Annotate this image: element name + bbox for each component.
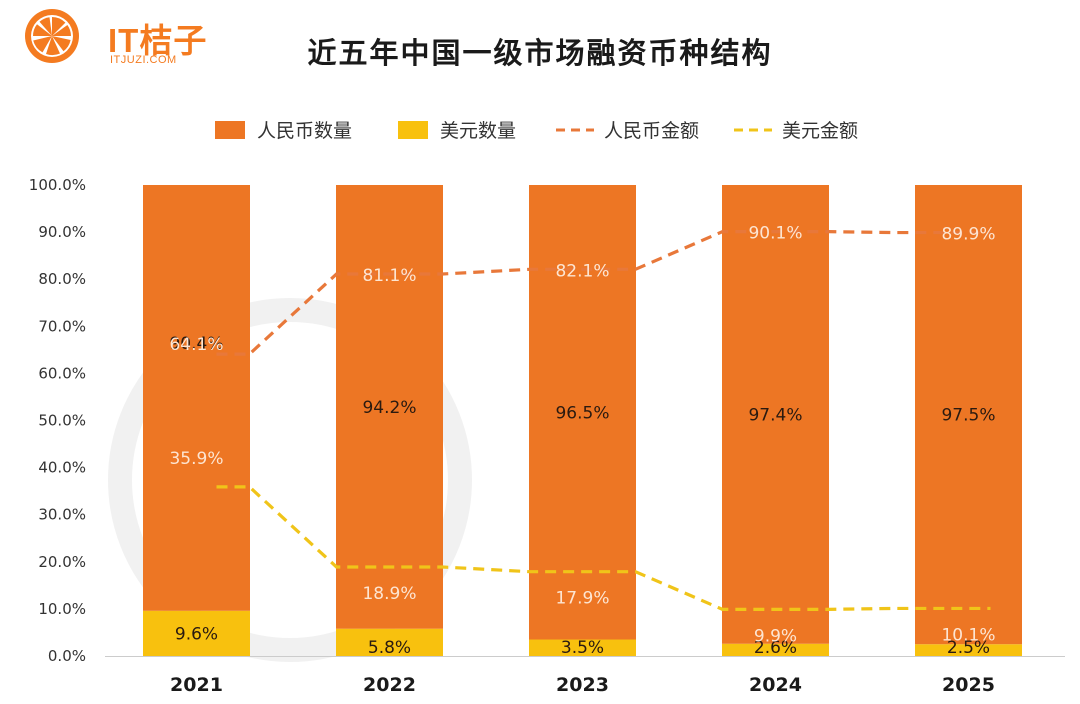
label-rmb-count: 94.2%	[362, 398, 416, 418]
line-usd-amount	[216, 485, 991, 611]
label-rmb-amount: 64.1%	[169, 335, 223, 355]
bar-usd-count	[722, 643, 829, 656]
brand-logo: IT桔子 ITJUZI.COM	[22, 6, 206, 66]
label-rmb-amount: 89.9%	[941, 225, 995, 245]
legend-label: 美元金额	[782, 120, 858, 142]
label-usd-count: 3.5%	[561, 638, 604, 658]
bar-rmb-count	[529, 185, 636, 640]
label-usd-amount: 35.9%	[169, 449, 223, 469]
x-tick-label: 2024	[749, 674, 802, 696]
legend-label: 人民币金额	[604, 120, 699, 142]
label-rmb-amount: 82.1%	[555, 261, 609, 281]
y-axis: 0.0% 10.0% 20.0% 30.0% 40.0% 50.0% 60.0% 70.0% 8…	[29, 176, 1065, 665]
y-tick-label: 50.0%	[38, 412, 86, 430]
x-tick-label: 2021	[170, 674, 223, 696]
line-rmb-amount	[216, 230, 991, 356]
label-rmb-count: 96.5%	[555, 403, 609, 423]
label-rmb-count: 97.4%	[748, 405, 802, 425]
legend-swatch	[398, 121, 428, 139]
bar-usd-count	[336, 628, 443, 656]
y-tick-label: 20.0%	[38, 553, 86, 571]
label-usd-count: 2.5%	[947, 638, 990, 658]
label-usd-amount: 18.9%	[362, 584, 416, 604]
label-usd-amount: 10.1%	[941, 625, 995, 645]
y-tick-label: 0.0%	[48, 647, 86, 665]
orange-logo-icon	[25, 9, 79, 63]
bar-usd-count	[529, 639, 636, 656]
label-usd-amount: 17.9%	[555, 589, 609, 609]
logo-text: IT桔子	[108, 22, 208, 59]
label-rmb-amount: 90.1%	[748, 224, 802, 244]
y-tick-label: 70.0%	[38, 317, 86, 335]
label-rmb-count: 97.5%	[941, 406, 995, 426]
y-tick-label: 100.0%	[29, 176, 86, 194]
legend-swatch	[215, 121, 245, 139]
bar-rmb-count	[143, 185, 250, 611]
bar-usd-count	[143, 610, 250, 656]
x-axis: 2021 2022 2023 2024 2025	[170, 674, 995, 696]
label-usd-count: 2.6%	[754, 638, 797, 658]
legend-label: 人民币数量	[257, 120, 352, 142]
legend-label: 美元数量	[440, 120, 516, 142]
chart-title: 近五年中国一级市场融资币种结构	[307, 36, 773, 70]
y-tick-label: 80.0%	[38, 270, 86, 288]
bar-rmb-count	[915, 185, 1022, 645]
bar-usd-count	[915, 644, 1022, 656]
watermark	[108, 298, 472, 662]
bar-rmb-count	[722, 185, 829, 644]
label-usd-count: 5.8%	[368, 638, 411, 658]
x-tick-label: 2022	[363, 674, 416, 696]
bars	[143, 185, 1022, 656]
logo-subtext: ITJUZI.COM	[110, 54, 177, 66]
bar-rmb-count	[336, 185, 443, 629]
y-tick-label: 10.0%	[38, 600, 86, 618]
y-tick-label: 90.0%	[38, 223, 86, 241]
y-tick-label: 60.0%	[38, 364, 86, 382]
label-rmb-count: 90.4%	[169, 334, 223, 354]
lines	[216, 230, 991, 611]
y-tick-label: 30.0%	[38, 506, 86, 524]
label-rmb-amount: 81.1%	[362, 266, 416, 286]
x-tick-label: 2025	[942, 674, 995, 696]
label-usd-count: 9.6%	[175, 624, 218, 644]
x-tick-label: 2023	[556, 674, 609, 696]
data-labels: 90.4% 9.6% 64.1% 35.9% 94.2% 5.8% 81.1% 18.9% 96…	[169, 224, 995, 658]
y-tick-label: 40.0%	[38, 459, 86, 477]
label-usd-amount: 9.9%	[754, 626, 797, 646]
chart-legend: 人民币数量 美元数量 人民币金额 美元金额	[215, 120, 858, 142]
